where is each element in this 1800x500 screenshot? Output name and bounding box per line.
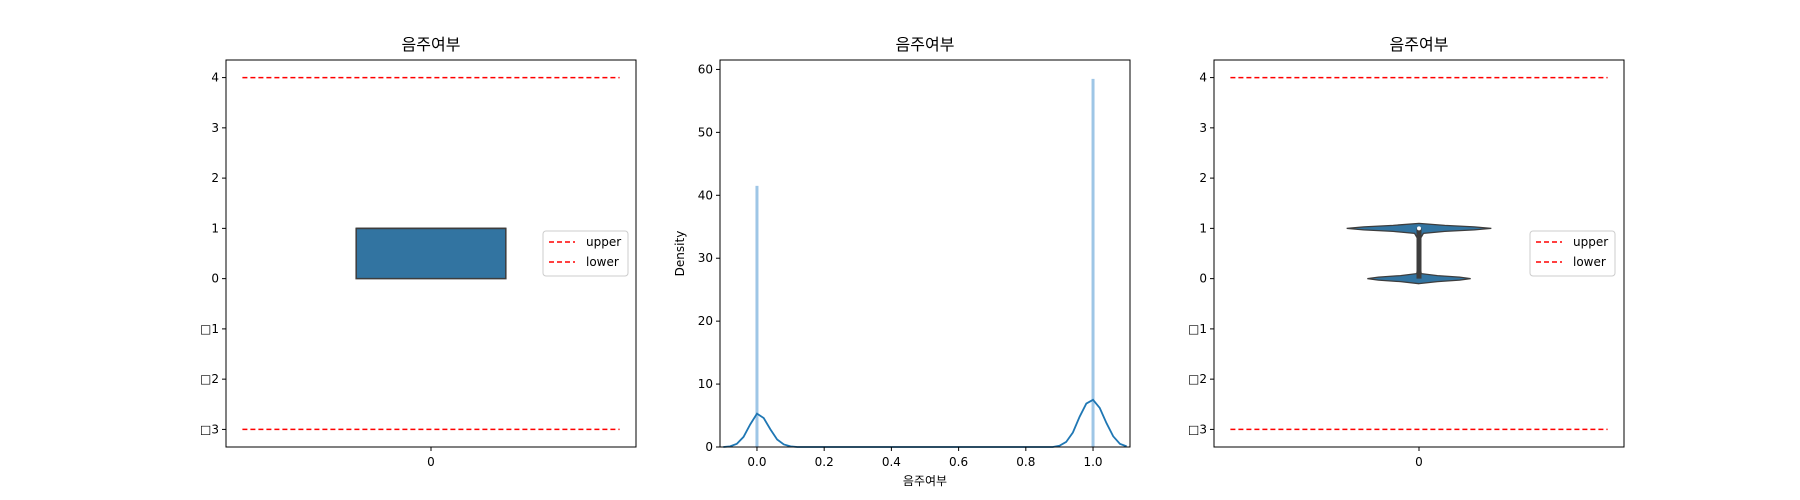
legend-lower-label: lower: [586, 255, 619, 269]
y-tick-label: 4: [211, 71, 219, 85]
y-tick-label: □1: [1188, 322, 1207, 336]
violin-median-point: [1417, 226, 1421, 231]
y-tick-label: 0: [1199, 272, 1207, 286]
y-tick-label: 40: [698, 188, 713, 202]
box-plot-panel: 음주여부 □3 □2 □1 0 1 2 3 4 0 upper lower: [200, 35, 637, 469]
violin-plot-title: 음주여부: [1390, 35, 1449, 54]
y-tick-label: 10: [698, 377, 713, 391]
legend-upper-label: upper: [1573, 235, 1608, 249]
box-plot-axes-frame: [225, 59, 637, 448]
y-tick-label: □1: [200, 322, 219, 336]
y-tick-label: 4: [1199, 71, 1207, 85]
y-tick-label: 0: [705, 440, 713, 454]
histogram-panel: 음주여부 0 10 20 30 40 50 60 0.0 0.2 0.4 0.6 0.8 1.0 음주…: [673, 35, 1131, 488]
y-tick-label: □3: [1188, 422, 1207, 436]
violin-plot-axes-frame: [1213, 59, 1625, 448]
histogram-axes-frame: [719, 59, 1131, 448]
y-tick-label: □3: [200, 422, 219, 436]
box-plot-box: [355, 227, 507, 280]
y-tick-label: 1: [211, 221, 219, 235]
x-tick-label: 1.0: [1083, 455, 1102, 469]
x-tick-label: 0.0: [747, 455, 766, 469]
x-tick-label: 0.4: [882, 455, 901, 469]
y-tick-label: 2: [211, 171, 219, 185]
histogram-title: 음주여부: [896, 35, 955, 54]
y-tick-label: 0: [211, 272, 219, 286]
y-tick-label: □2: [200, 372, 219, 386]
legend-frame: [542, 230, 629, 277]
histogram-bar: [755, 185, 759, 448]
y-tick-label: 3: [1199, 121, 1207, 135]
y-tick-label: 20: [698, 314, 713, 328]
violin-plot-panel: 음주여부 □3 □2 □1 0 1 2 3 4 0 upper lower: [1188, 35, 1625, 469]
histogram-y-axis-label: Density: [673, 231, 687, 277]
histogram-x-axis-label: 음주여부: [903, 474, 947, 488]
y-tick-label: □2: [1188, 372, 1207, 386]
legend-lower-label: lower: [1573, 255, 1606, 269]
legend-upper-label: upper: [586, 235, 621, 249]
violin-plot-legend: upper lower: [1529, 230, 1616, 277]
x-tick-label: 0: [427, 455, 435, 469]
y-tick-label: 60: [698, 62, 713, 76]
box-plot-title: 음주여부: [402, 35, 461, 54]
y-tick-label: 30: [698, 251, 713, 265]
y-tick-label: 3: [211, 121, 219, 135]
y-tick-label: 1: [1199, 221, 1207, 235]
y-tick-label: 50: [698, 125, 713, 139]
x-tick-label: 0: [1415, 455, 1423, 469]
x-tick-label: 0.2: [815, 455, 834, 469]
x-tick-label: 0.8: [1016, 455, 1035, 469]
y-tick-label: 2: [1199, 171, 1207, 185]
legend-frame: [1529, 230, 1616, 277]
histogram-bar: [1091, 78, 1095, 447]
box-plot-legend: upper lower: [542, 230, 629, 277]
x-tick-label: 0.6: [949, 455, 968, 469]
